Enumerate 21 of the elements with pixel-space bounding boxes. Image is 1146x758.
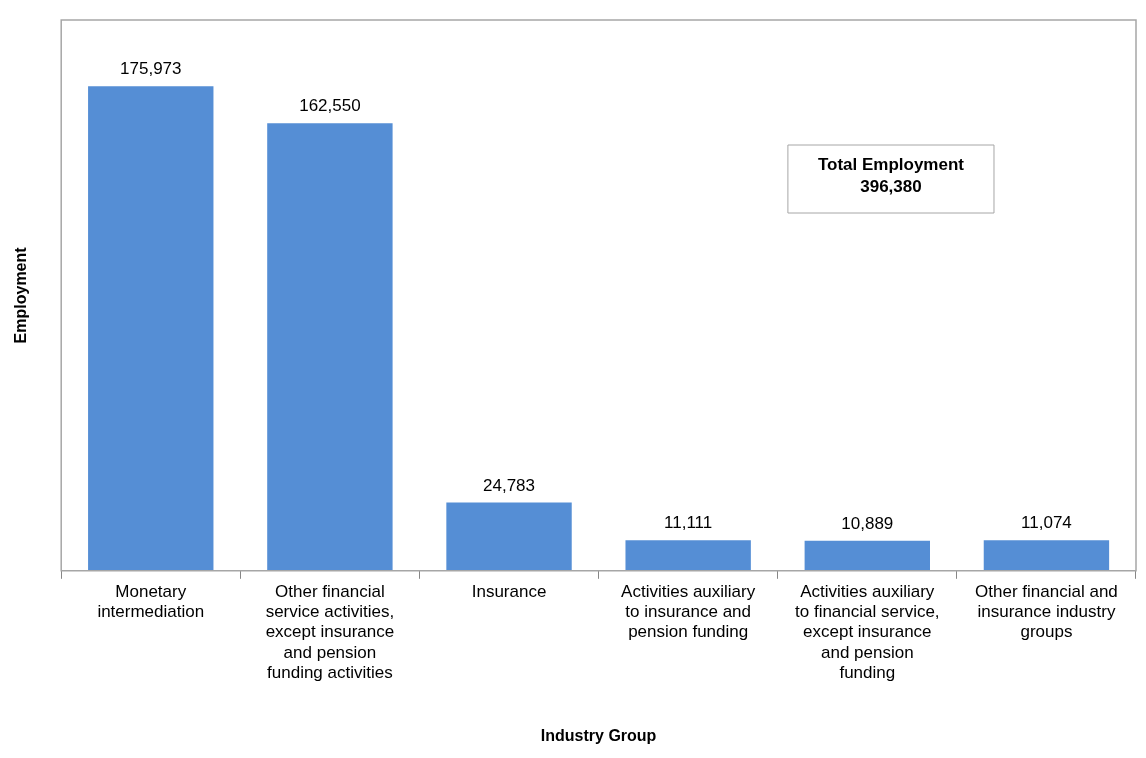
x-tick-label: Other financial service activities, except insurance and pension funding activities (265, 581, 395, 683)
data-label: 162,550 (299, 96, 361, 116)
bar (267, 123, 393, 571)
data-label: 10,889 (841, 514, 894, 533)
x-tick-label: Other financial and insurance industry groups (975, 581, 1118, 642)
annotation: Total Employment 396,380 (817, 155, 965, 197)
bar (983, 540, 1110, 571)
bar (625, 540, 751, 571)
bar (446, 502, 572, 571)
y-axis-title: Employment (12, 246, 30, 344)
data-label: 11,074 (1021, 513, 1072, 533)
x-tick-label: Insurance (471, 581, 547, 601)
x-tick-label: Monetary intermediation (97, 581, 205, 622)
bar (88, 86, 214, 571)
x-axis-title: Industry Group (540, 726, 657, 744)
data-label: 11,111 (664, 513, 713, 533)
x-tick-label: Activities auxiliary to insurance and pension funding (621, 581, 756, 642)
x-tick-label: Activities auxiliary to financial service, except insurance and pension funding (795, 581, 940, 683)
data-label: 24,783 (483, 475, 536, 495)
data-label: 175,973 (120, 59, 182, 79)
bar (804, 540, 930, 571)
